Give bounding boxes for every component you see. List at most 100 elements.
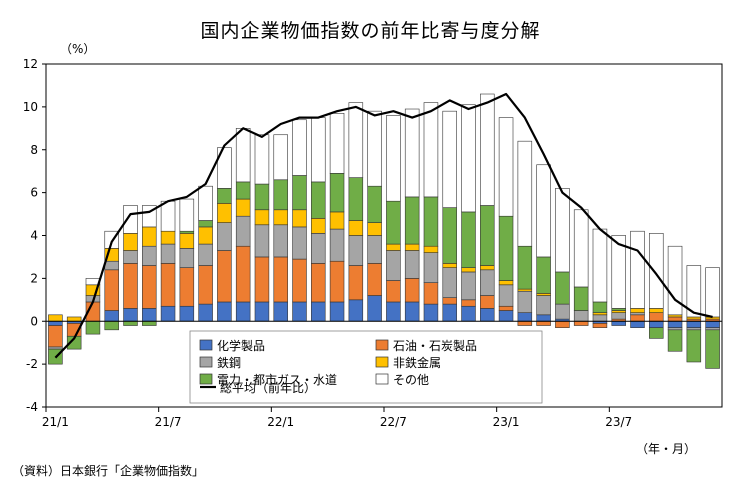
bar-segment	[104, 269, 119, 311]
bar-segment	[630, 320, 645, 328]
x-tick-label: 21/1	[42, 415, 69, 429]
bar-segment	[611, 320, 626, 326]
y-tick-label: 8	[30, 143, 38, 157]
bar-segment	[517, 290, 533, 313]
bar-segment	[217, 250, 232, 303]
bar-segment	[198, 226, 213, 245]
bar-segment	[649, 320, 664, 328]
bar-segment	[667, 245, 683, 316]
bar-segment	[311, 233, 326, 264]
bar-segment	[404, 301, 420, 322]
bar-segment	[649, 308, 664, 313]
bar-segment	[367, 235, 382, 264]
bar-segment	[536, 320, 551, 326]
bar-segment	[386, 250, 401, 281]
legend-label: 総平均（前年比）	[220, 380, 316, 395]
bar-segment	[536, 295, 551, 316]
legend-swatch	[375, 356, 389, 368]
bar-segment	[85, 320, 101, 335]
bar-segment	[160, 263, 176, 307]
bar-segment	[667, 327, 683, 331]
bar-segment	[498, 215, 514, 281]
bar-segment	[48, 346, 63, 350]
legend-swatch	[375, 339, 389, 351]
bar-segment	[461, 271, 476, 301]
bar-segment	[198, 303, 213, 322]
bar-segment	[311, 263, 326, 303]
legend-label: 石油・石炭製品	[393, 339, 477, 353]
bar-segment	[442, 263, 457, 268]
bar-segment	[611, 312, 626, 320]
bar-segment	[217, 188, 232, 204]
bar-segment	[667, 316, 683, 322]
bar-segment	[404, 243, 420, 251]
bar-segment	[498, 284, 514, 307]
bar-segment	[573, 209, 589, 288]
legend-label: 化学製品	[217, 338, 265, 353]
bar-segment	[217, 203, 232, 223]
y-tick-label: 2	[30, 271, 38, 285]
bar-segment	[649, 233, 664, 309]
legend-label: その他	[393, 373, 429, 387]
bar-segment	[667, 320, 683, 328]
bar-segment	[705, 320, 720, 328]
y-axis-unit: （%）	[60, 42, 96, 56]
bar-segment	[611, 308, 626, 311]
bar-segment	[480, 269, 495, 296]
legend-swatch	[375, 373, 389, 385]
bar-segment	[198, 185, 213, 221]
bar-segment	[179, 198, 195, 232]
bar-segment	[367, 185, 382, 223]
bar-segment	[630, 308, 645, 313]
bar-segment	[461, 211, 476, 268]
bar-segment	[104, 310, 119, 322]
bar-segment	[480, 308, 495, 322]
bar-segment	[367, 263, 382, 296]
bar-segment	[480, 265, 495, 271]
bar-segment	[705, 267, 720, 318]
bar-segment	[404, 250, 420, 279]
bar-segment	[686, 320, 702, 328]
bar-segment	[423, 245, 439, 253]
bar-segment	[592, 314, 608, 322]
bar-segment	[235, 215, 251, 247]
bar-segment	[123, 263, 138, 309]
bar-segment	[498, 305, 514, 311]
bar-segment	[442, 207, 457, 264]
bar-segment	[123, 320, 138, 326]
bar-segment	[217, 222, 232, 251]
bar-segment	[142, 226, 157, 247]
bar-segment	[536, 293, 551, 296]
bar-segment	[142, 308, 157, 322]
bar-segment	[348, 102, 364, 178]
bar-segment	[329, 211, 345, 230]
bar-segment	[367, 110, 382, 187]
bar-segment	[142, 265, 157, 309]
bar-segment	[630, 230, 645, 309]
bar-segment	[442, 110, 457, 208]
bar-segment	[386, 200, 401, 245]
source-note: （資料）日本銀行「企業物価指数」	[12, 464, 205, 478]
bar-segment	[611, 310, 626, 313]
bar-segment	[292, 301, 307, 322]
bar-segment	[329, 173, 345, 213]
bar-segment	[160, 230, 176, 245]
chart-title: 国内企業物価指数の前年比寄与度分解	[200, 20, 541, 42]
bar-segment	[686, 265, 702, 318]
bar-segment	[254, 224, 270, 258]
x-tick-label: 23/7	[605, 415, 632, 429]
bar-segment	[292, 226, 307, 260]
x-tick-label: 22/7	[380, 415, 407, 429]
bar-segment	[273, 134, 288, 181]
bar-segment	[254, 183, 270, 211]
bar-segment	[254, 256, 270, 303]
bar-segment	[442, 303, 457, 322]
bar-segment	[142, 245, 157, 266]
bar-segment	[705, 329, 720, 369]
bar-segment	[517, 140, 533, 247]
total-average-line	[54, 92, 713, 359]
bar-segment	[123, 233, 138, 251]
bar-segment	[480, 93, 495, 206]
bar-segment	[592, 228, 608, 303]
